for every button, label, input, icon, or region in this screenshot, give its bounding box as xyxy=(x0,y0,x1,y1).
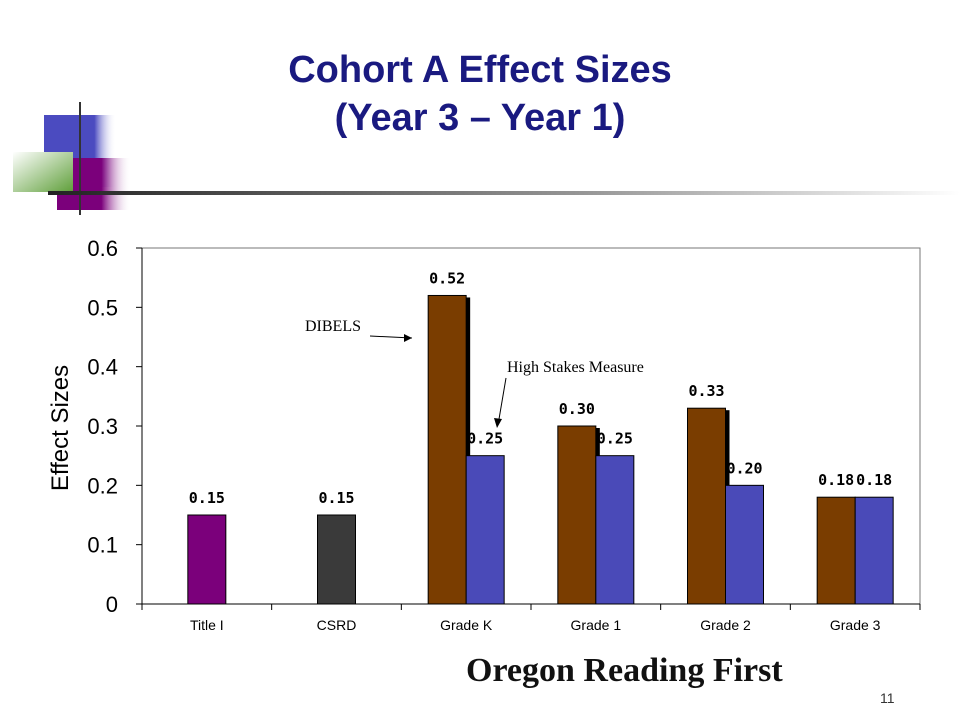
bar-value-label: 0.18 xyxy=(818,471,854,489)
bar-value-label: 0.52 xyxy=(429,269,465,287)
bar xyxy=(595,455,635,605)
y-tick-label: 0.4 xyxy=(87,355,118,380)
x-tick-label: CSRD xyxy=(317,617,357,633)
bar-value-label: 0.20 xyxy=(726,459,762,477)
y-tick-label: 0.3 xyxy=(87,414,118,439)
x-tick-label: Grade 1 xyxy=(571,617,622,633)
bars-group xyxy=(187,294,894,605)
annotation-high-stakes: High Stakes Measure xyxy=(507,359,644,376)
bar xyxy=(854,496,894,605)
y-tick-label: 0 xyxy=(106,592,118,617)
bar xyxy=(816,496,856,605)
slide-title-line2: (Year 3 – Year 1) xyxy=(334,97,626,139)
bar-value-label: 0.15 xyxy=(189,489,225,507)
footer-brand: Oregon Reading First xyxy=(466,652,783,689)
bar-value-label: 0.30 xyxy=(559,400,595,418)
x-axis: Title I CSRD Grade K Grade 1 Grade 2 Grade 3 xyxy=(141,603,921,633)
bar-value-label: 0.25 xyxy=(597,430,633,448)
x-tick-label: Title I xyxy=(190,617,224,633)
bar-value-label: 0.18 xyxy=(856,471,892,489)
y-tick-label: 0.2 xyxy=(87,473,118,498)
bar xyxy=(427,294,467,605)
bar-value-label: 0.33 xyxy=(688,382,724,400)
slide-title: Cohort A Effect Sizes (Year 3 – Year 1) xyxy=(180,46,780,142)
bar xyxy=(687,407,726,605)
x-tick-label: Grade 3 xyxy=(830,617,881,633)
bar-value-label: 0.15 xyxy=(318,489,354,507)
page-number: 11 xyxy=(880,690,895,706)
title-rule xyxy=(48,191,960,195)
bar-labels-group: 0.15 0.150.520.250.300.250.330.200.18 0.18 xyxy=(189,269,892,507)
bar xyxy=(465,455,505,605)
annotation-high-stakes-arrow xyxy=(497,377,507,426)
annotation-dibels-arrowhead xyxy=(404,334,412,342)
annotation-dibels: DIBELS xyxy=(305,318,361,335)
bar-value-label: 0.25 xyxy=(467,430,503,448)
slide-title-line1: Cohort A Effect Sizes xyxy=(288,49,672,91)
y-axis-label: Effect Sizes xyxy=(47,365,74,491)
y-axis: 0 0.1 0.2 0.3 0.4 0.5 0.6 xyxy=(87,236,143,617)
bar xyxy=(725,484,764,605)
bar xyxy=(557,425,597,605)
x-tick-label: Grade 2 xyxy=(700,617,751,633)
x-tick-label: Grade K xyxy=(440,617,493,633)
decorative-squares xyxy=(13,102,131,215)
deco-green-square xyxy=(13,152,73,192)
y-tick-label: 0.6 xyxy=(87,236,118,261)
plot-area-frame xyxy=(141,247,921,605)
y-tick-label: 0.5 xyxy=(87,295,118,320)
bar xyxy=(187,514,227,605)
y-tick-label: 0.1 xyxy=(87,533,118,558)
annotation-high-stakes-arrowhead xyxy=(494,418,502,428)
bar xyxy=(317,514,356,605)
